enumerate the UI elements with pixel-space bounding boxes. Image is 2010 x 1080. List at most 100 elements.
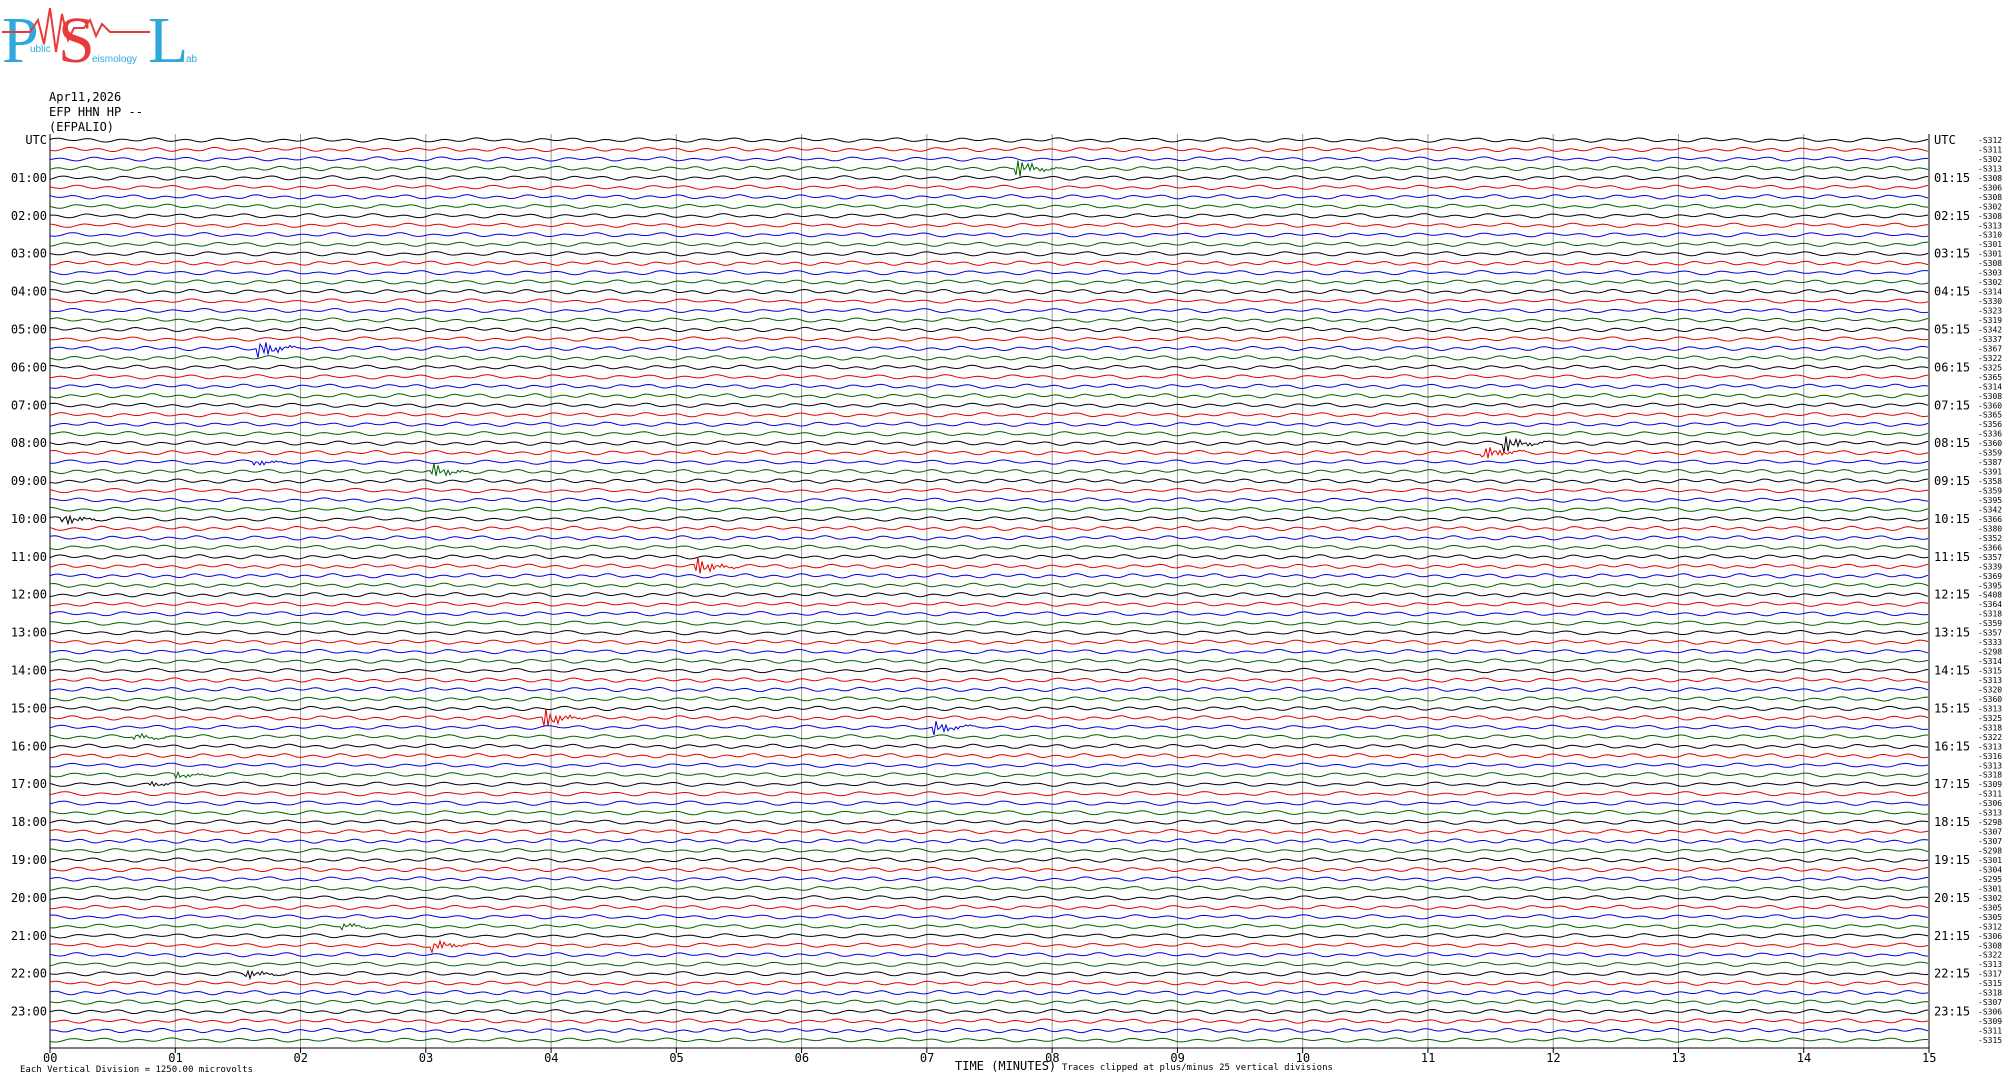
trace xyxy=(49,904,1929,911)
hour-label: 23:00 xyxy=(11,1005,47,1019)
trace xyxy=(50,629,1929,636)
hour-label: 02:15 xyxy=(1934,209,1970,223)
trace-code: -S295 xyxy=(1978,875,2002,884)
trace-code: -S322 xyxy=(1978,354,2002,363)
trace-code: -S380 xyxy=(1978,524,2002,533)
x-tick-label: 04 xyxy=(544,1051,558,1065)
trace-code: -S301 xyxy=(1978,884,2002,893)
trace-code: -S308 xyxy=(1978,212,2002,221)
trace-code: -S310 xyxy=(1978,231,2002,240)
trace-code: -S302 xyxy=(1978,202,2002,211)
trace-code: -S313 xyxy=(1978,742,2002,751)
x-tick-label: 11 xyxy=(1421,1051,1435,1065)
x-tick-label: 14 xyxy=(1797,1051,1811,1065)
trace xyxy=(49,156,1929,162)
trace-code: -S313 xyxy=(1978,704,2002,713)
trace xyxy=(49,421,1929,427)
trace-code: -S313 xyxy=(1978,809,2002,818)
trace xyxy=(49,279,1929,285)
hour-label: 13:00 xyxy=(11,626,47,640)
trace xyxy=(49,447,1929,459)
station: EFP HHN HP -- xyxy=(49,105,143,119)
trace xyxy=(49,732,1928,741)
hour-label: 16:15 xyxy=(1934,739,1970,753)
trace-code: -S308 xyxy=(1978,259,2002,268)
labels: 00 01 02 03 04 05 06 07 08 09 10 11 12 13 14 15-S312-S3… xyxy=(11,133,2002,1065)
trace-code: -S311 xyxy=(1978,790,2002,799)
hour-label: 14:00 xyxy=(11,664,47,678)
date: Apr11,2026 xyxy=(49,90,121,104)
hour-label: 17:00 xyxy=(11,777,47,791)
trace-code: -S307 xyxy=(1978,828,2002,837)
trace xyxy=(49,705,1929,712)
trace-code: -S311 xyxy=(1978,1027,2002,1036)
trace xyxy=(49,431,1929,437)
x-tick-label: 00 xyxy=(43,1051,57,1065)
logo-letter: P xyxy=(2,4,39,77)
trace xyxy=(49,969,1929,981)
hour-label: 22:00 xyxy=(11,967,47,981)
trace xyxy=(49,383,1929,389)
trace-code: -S306 xyxy=(1978,932,2002,941)
trace xyxy=(49,241,1929,247)
hour-label: 15:15 xyxy=(1934,701,1970,715)
hour-label: 05:15 xyxy=(1934,322,1970,336)
trace-code: -S314 xyxy=(1978,657,2002,666)
trace xyxy=(49,374,1929,380)
trace-code: -S311 xyxy=(1978,145,2002,154)
trace xyxy=(49,146,1929,153)
hour-label: 10:00 xyxy=(11,512,47,526)
trace-code: -S301 xyxy=(1978,856,2002,865)
trace xyxy=(49,463,1929,477)
hour-label: 20:00 xyxy=(11,891,47,905)
trace-code: -S309 xyxy=(1978,1017,2002,1026)
trace-code: -S313 xyxy=(1978,676,2002,685)
trace-code: -S339 xyxy=(1978,562,2002,571)
trace xyxy=(49,342,1929,358)
hour-label: 02:00 xyxy=(11,209,47,223)
trace xyxy=(49,922,1929,931)
trace xyxy=(49,535,1929,541)
x-tick-label: 01 xyxy=(168,1051,182,1065)
trace xyxy=(49,298,1929,304)
trace xyxy=(49,232,1929,238)
trace xyxy=(49,213,1929,219)
trace xyxy=(49,393,1929,399)
hour-label: 05:00 xyxy=(11,322,47,336)
trace-code: -S313 xyxy=(1978,164,2002,173)
hour-label: 07:15 xyxy=(1934,398,1970,412)
hour-label: 18:00 xyxy=(11,815,47,829)
trace xyxy=(49,222,1928,228)
trace-code: -S313 xyxy=(1978,761,2002,770)
trace xyxy=(49,743,1928,749)
trace xyxy=(49,184,1929,191)
trace xyxy=(49,601,1929,607)
trace xyxy=(49,753,1929,759)
hour-label: 20:15 xyxy=(1934,891,1970,905)
trace-code: -S298 xyxy=(1978,818,2002,827)
clip-note: Traces clipped at plus/minus 25 vertical… xyxy=(1062,1063,1333,1073)
trace xyxy=(49,847,1929,854)
logo-small: eismology xyxy=(92,54,137,65)
trace-code: -S358 xyxy=(1978,477,2002,486)
trace xyxy=(49,251,1929,257)
x-tick-label: 10 xyxy=(1296,1051,1310,1065)
trace xyxy=(50,696,1929,702)
trace-code: -S313 xyxy=(1978,221,2002,230)
trace xyxy=(49,402,1929,408)
hour-label: 21:00 xyxy=(11,929,47,943)
trace-code: -S330 xyxy=(1978,297,2002,306)
hour-label: 04:15 xyxy=(1934,285,1970,299)
logo: P S L ublic eismology ab xyxy=(2,4,198,77)
hour-label: 17:15 xyxy=(1934,777,1970,791)
hour-label: 14:15 xyxy=(1934,664,1970,678)
trace xyxy=(49,436,1929,453)
hour-label: 08:00 xyxy=(11,436,47,450)
trace xyxy=(49,989,1929,996)
trace-code: -S318 xyxy=(1978,610,2002,619)
hour-label: 01:15 xyxy=(1934,171,1970,185)
trace-code: -S320 xyxy=(1978,685,2002,694)
trace xyxy=(49,686,1929,693)
trace xyxy=(49,800,1929,806)
site: (EFPALIO) xyxy=(49,120,114,134)
